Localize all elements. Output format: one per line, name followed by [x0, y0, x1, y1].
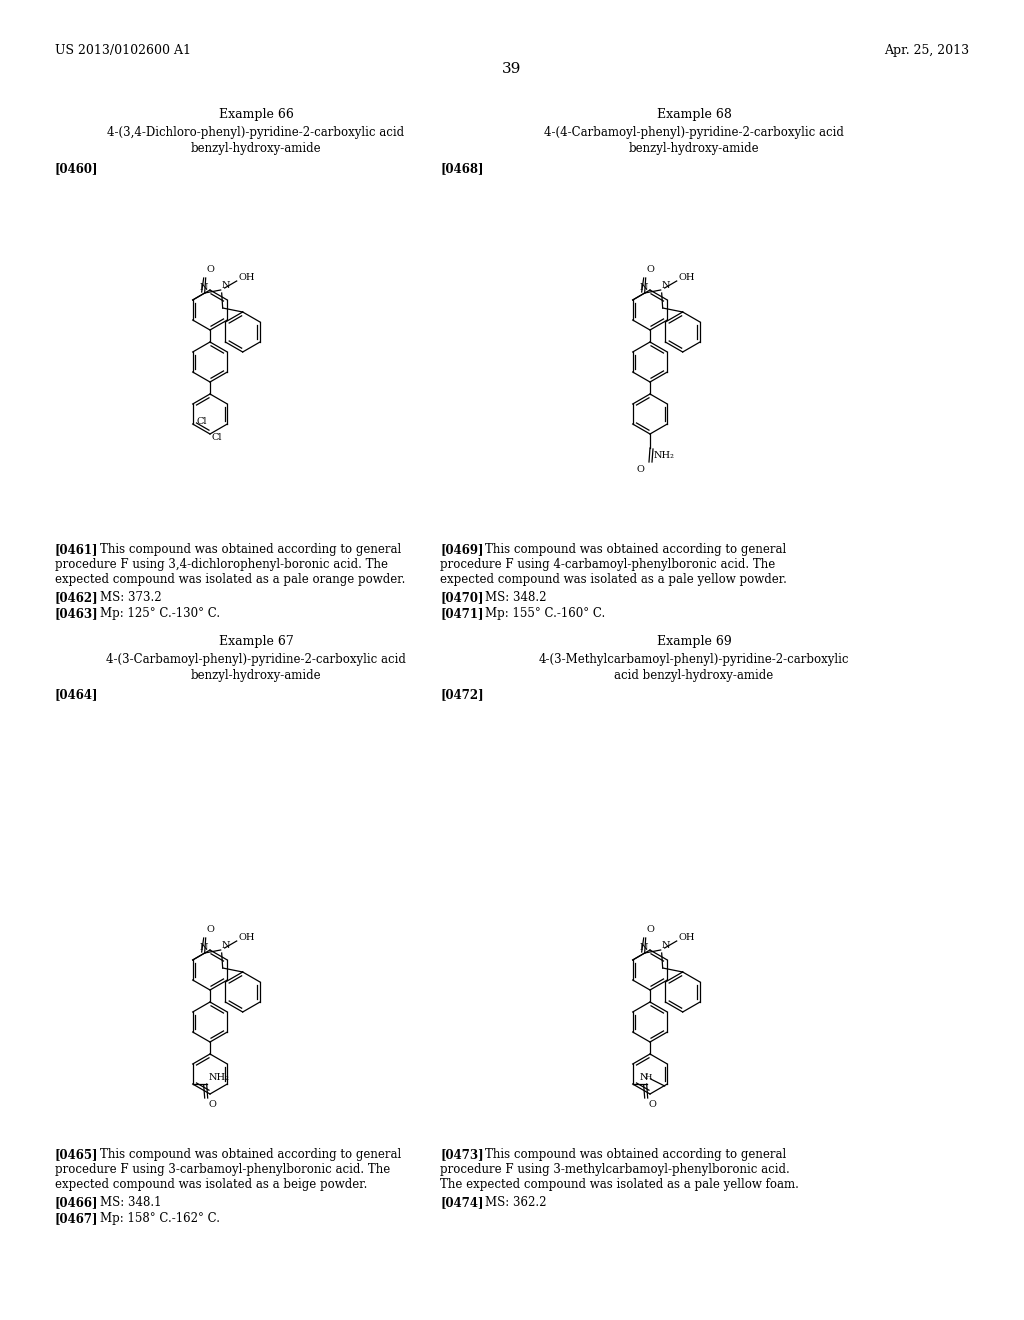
Text: 4-(3-Carbamoyl-phenyl)-pyridine-2-carboxylic acid: 4-(3-Carbamoyl-phenyl)-pyridine-2-carbox…: [106, 653, 406, 667]
Text: N: N: [221, 941, 230, 950]
Text: procedure F using 3-carbamoyl-phenylboronic acid. The: procedure F using 3-carbamoyl-phenylboro…: [55, 1163, 390, 1176]
Text: Cl: Cl: [212, 433, 222, 442]
Text: Example 69: Example 69: [656, 635, 731, 648]
Text: Mp: 155° C.-160° C.: Mp: 155° C.-160° C.: [485, 607, 605, 620]
Text: Example 68: Example 68: [656, 108, 731, 121]
Text: procedure F using 3-methylcarbamoyl-phenylboronic acid.: procedure F using 3-methylcarbamoyl-phen…: [440, 1163, 790, 1176]
Text: OH: OH: [679, 273, 695, 282]
Text: N: N: [200, 942, 208, 952]
Text: OH: OH: [679, 933, 695, 942]
Text: [0473]: [0473]: [440, 1148, 483, 1162]
Text: NH₂: NH₂: [209, 1072, 229, 1081]
Text: [0469]: [0469]: [440, 543, 483, 556]
Text: O: O: [647, 265, 654, 275]
Text: H: H: [645, 1073, 652, 1081]
Text: Mp: 125° C.-130° C.: Mp: 125° C.-130° C.: [100, 607, 220, 620]
Text: expected compound was isolated as a pale orange powder.: expected compound was isolated as a pale…: [55, 573, 406, 586]
Text: This compound was obtained according to general: This compound was obtained according to …: [485, 1148, 786, 1162]
Text: [0463]: [0463]: [55, 607, 98, 620]
Text: N: N: [221, 281, 230, 290]
Text: [0461]: [0461]: [55, 543, 98, 556]
Text: 39: 39: [503, 62, 521, 77]
Text: Example 66: Example 66: [218, 108, 294, 121]
Text: Mp: 158° C.-162° C.: Mp: 158° C.-162° C.: [100, 1212, 220, 1225]
Text: NH₂: NH₂: [654, 451, 675, 461]
Text: expected compound was isolated as a beige powder.: expected compound was isolated as a beig…: [55, 1177, 368, 1191]
Text: [0460]: [0460]: [55, 162, 98, 176]
Text: US 2013/0102600 A1: US 2013/0102600 A1: [55, 44, 191, 57]
Text: MS: 362.2: MS: 362.2: [485, 1196, 547, 1209]
Text: N: N: [640, 942, 648, 952]
Text: O: O: [648, 1100, 656, 1109]
Text: benzyl-hydroxy-amide: benzyl-hydroxy-amide: [629, 143, 760, 154]
Text: [0465]: [0465]: [55, 1148, 98, 1162]
Text: O: O: [207, 925, 215, 935]
Text: N: N: [200, 282, 208, 292]
Text: O: O: [636, 465, 644, 474]
Text: 4-(3,4-Dichloro-phenyl)-pyridine-2-carboxylic acid: 4-(3,4-Dichloro-phenyl)-pyridine-2-carbo…: [108, 125, 404, 139]
Text: Cl: Cl: [197, 417, 207, 426]
Text: [0466]: [0466]: [55, 1196, 98, 1209]
Text: procedure F using 4-carbamoyl-phenylboronic acid. The: procedure F using 4-carbamoyl-phenylboro…: [440, 558, 775, 572]
Text: N: N: [640, 1072, 648, 1081]
Text: acid benzyl-hydroxy-amide: acid benzyl-hydroxy-amide: [614, 669, 773, 682]
Text: O: O: [207, 265, 215, 275]
Text: MS: 348.2: MS: 348.2: [485, 591, 547, 605]
Text: expected compound was isolated as a pale yellow powder.: expected compound was isolated as a pale…: [440, 573, 786, 586]
Text: MS: 348.1: MS: 348.1: [100, 1196, 162, 1209]
Text: [0474]: [0474]: [440, 1196, 483, 1209]
Text: benzyl-hydroxy-amide: benzyl-hydroxy-amide: [190, 143, 322, 154]
Text: [0462]: [0462]: [55, 591, 98, 605]
Text: O: O: [647, 925, 654, 935]
Text: [0470]: [0470]: [440, 591, 483, 605]
Text: [0472]: [0472]: [440, 688, 483, 701]
Text: The expected compound was isolated as a pale yellow foam.: The expected compound was isolated as a …: [440, 1177, 799, 1191]
Text: N: N: [662, 941, 670, 950]
Text: benzyl-hydroxy-amide: benzyl-hydroxy-amide: [190, 669, 322, 682]
Text: This compound was obtained according to general: This compound was obtained according to …: [100, 1148, 401, 1162]
Text: OH: OH: [239, 933, 255, 942]
Text: 4-(3-Methylcarbamoyl-phenyl)-pyridine-2-carboxylic: 4-(3-Methylcarbamoyl-phenyl)-pyridine-2-…: [539, 653, 849, 667]
Text: This compound was obtained according to general: This compound was obtained according to …: [485, 543, 786, 556]
Text: OH: OH: [239, 273, 255, 282]
Text: [0464]: [0464]: [55, 688, 98, 701]
Text: [0467]: [0467]: [55, 1212, 98, 1225]
Text: This compound was obtained according to general: This compound was obtained according to …: [100, 543, 401, 556]
Text: Apr. 25, 2013: Apr. 25, 2013: [884, 44, 969, 57]
Text: Example 67: Example 67: [219, 635, 293, 648]
Text: N: N: [662, 281, 670, 290]
Text: [0468]: [0468]: [440, 162, 483, 176]
Text: [0471]: [0471]: [440, 607, 483, 620]
Text: procedure F using 3,4-dichlorophenyl-boronic acid. The: procedure F using 3,4-dichlorophenyl-bor…: [55, 558, 388, 572]
Text: O: O: [209, 1100, 216, 1109]
Text: MS: 373.2: MS: 373.2: [100, 591, 162, 605]
Text: N: N: [640, 282, 648, 292]
Text: 4-(4-Carbamoyl-phenyl)-pyridine-2-carboxylic acid: 4-(4-Carbamoyl-phenyl)-pyridine-2-carbox…: [544, 125, 844, 139]
